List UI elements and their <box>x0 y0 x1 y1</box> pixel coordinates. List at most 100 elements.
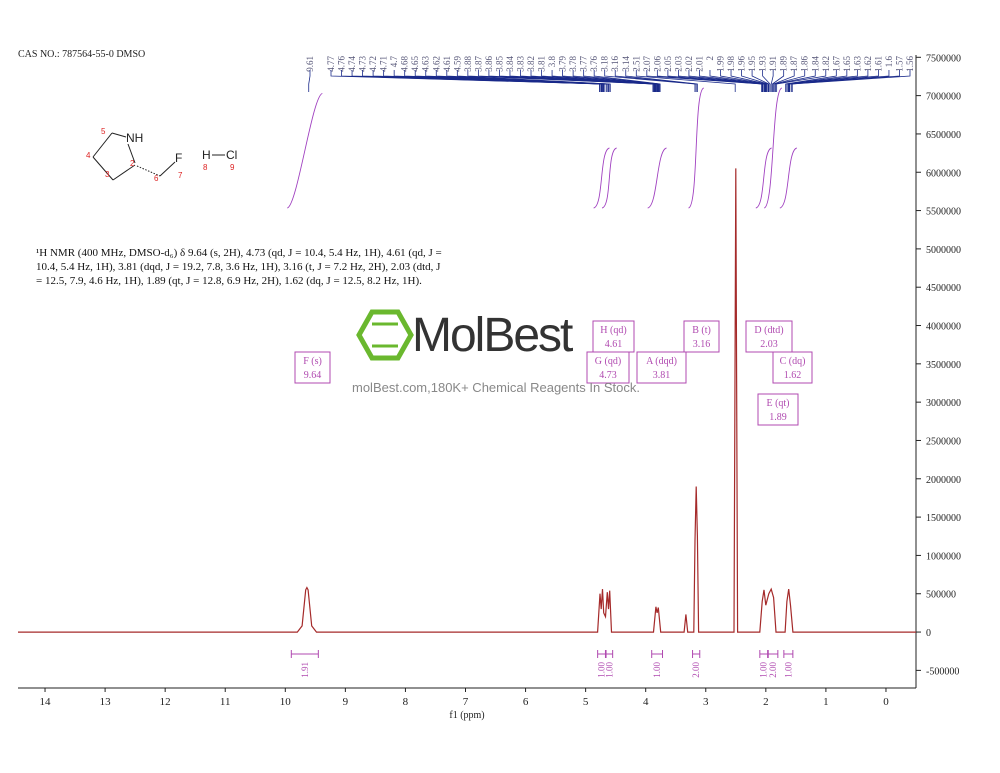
multiplet-shift: 1.89 <box>769 412 787 423</box>
locant: 6 <box>154 174 159 183</box>
peak-marker <box>583 70 660 92</box>
locant: 3 <box>105 170 110 179</box>
locant: 8 <box>203 163 208 172</box>
y-tick-label: 2000000 <box>926 475 961 486</box>
bond <box>111 132 127 138</box>
integral-label: 2.00 <box>768 662 778 678</box>
y-tick-label: 4500000 <box>926 283 961 294</box>
peak-label: 4.71 <box>379 56 389 72</box>
peak-marker <box>362 70 603 92</box>
peak-marker <box>635 70 736 92</box>
peak-label: 3.87 <box>473 56 483 72</box>
peak-label: 3.78 <box>568 56 578 72</box>
integral-label: 1.00 <box>783 662 793 678</box>
x-tick-label: 6 <box>523 696 529 708</box>
peak-marker <box>791 70 911 92</box>
peak-label: 9.61 <box>305 56 315 72</box>
multiplet-box <box>636 351 687 384</box>
peak-label: 3.14 <box>621 56 631 72</box>
peak-marker <box>788 70 869 92</box>
peak-label: 2.06 <box>652 56 662 72</box>
multiplet-box <box>683 320 720 353</box>
peak-marker <box>562 70 659 92</box>
y-tick-label: 500000 <box>926 590 956 601</box>
integral-curve <box>287 92 323 209</box>
spectrum <box>18 168 916 633</box>
multiplet-shift: 2.03 <box>760 339 778 350</box>
integral-range <box>290 650 319 658</box>
peak-label: 3.84 <box>505 56 515 72</box>
peak-label: 3.88 <box>463 56 473 72</box>
y-tick-label: 6500000 <box>926 130 961 141</box>
multiplet-box <box>745 320 793 353</box>
peak-label: 3.83 <box>515 56 525 72</box>
multiplet-label: D (dtd) <box>754 325 783 336</box>
multiplet-box <box>294 351 331 384</box>
integral-curve <box>593 147 610 209</box>
y-tick-label: 6000000 <box>926 168 961 179</box>
x-tick-label: 13 <box>100 696 112 708</box>
peak-label: 4.77 <box>326 56 336 72</box>
peak-label: 4.73 <box>358 56 368 72</box>
multiplet-label: B (t) <box>692 325 711 336</box>
peak-label: 1.62 <box>863 56 873 72</box>
integral-range <box>692 650 701 658</box>
peak-marker <box>770 70 774 92</box>
cas-label: CAS NO.: 787564-55-0 DMSO <box>18 49 146 60</box>
multiplet-shift: 9.64 <box>304 370 322 381</box>
multiplet-box <box>586 351 630 384</box>
peak-marker <box>788 70 879 92</box>
integral-range <box>783 650 794 658</box>
peak-marker <box>762 70 771 92</box>
peak-marker <box>709 70 767 92</box>
bond <box>112 164 136 181</box>
y-tick-label: 5500000 <box>926 207 961 218</box>
bond <box>92 156 114 181</box>
peak-marker <box>593 70 661 92</box>
peak-label: 1.82 <box>821 56 831 72</box>
peak-label: 2 <box>705 56 715 61</box>
peak-label: 3.18 <box>600 56 610 72</box>
watermark-tagline: molBest.com,180K+ Chemical Reagents In S… <box>352 380 640 395</box>
peak-label: 1.98 <box>726 56 736 72</box>
peak-label: 4.62 <box>431 56 441 72</box>
integral-range <box>597 650 606 658</box>
x-tick-label: 8 <box>403 696 409 708</box>
peak-label: 1.56 <box>905 56 915 72</box>
peak-marker <box>688 70 766 92</box>
x-tick-label: 9 <box>343 696 349 708</box>
bond <box>127 143 136 164</box>
integral-label: 1.91 <box>300 662 310 678</box>
x-tick-label: 1 <box>823 696 829 708</box>
integral-range <box>605 650 614 658</box>
multiplet-box <box>757 393 799 426</box>
peak-marker <box>720 70 767 92</box>
y-tick-label: 7500000 <box>926 53 961 64</box>
bond <box>136 165 161 177</box>
multiplet-box <box>772 351 813 384</box>
peak-label: 3.8 <box>547 56 557 68</box>
peak-label: 4.76 <box>337 56 347 72</box>
peak-label: 1.93 <box>758 56 768 72</box>
locant: 5 <box>101 127 106 136</box>
locant: 2 <box>130 159 135 168</box>
y-tick-label: 5000000 <box>926 245 961 256</box>
multiplet-label: G (qd) <box>595 356 621 367</box>
x-tick-label: 3 <box>703 696 709 708</box>
multiplet-shift: 4.61 <box>605 339 623 350</box>
peak-marker <box>541 70 658 92</box>
x-tick-label: 14 <box>40 696 52 708</box>
peak-label: 4.63 <box>421 56 431 72</box>
peak-marker <box>551 70 659 92</box>
peak-label: 3.85 <box>494 56 504 72</box>
integral-curve <box>647 147 667 209</box>
peak-label: 3.86 <box>484 56 494 72</box>
x-axis-label: f1 (ppm) <box>449 710 484 721</box>
locant: 4 <box>86 151 91 160</box>
peak-marker <box>678 70 765 92</box>
integral-label: 1.00 <box>597 662 607 678</box>
peak-label: 1.6 <box>884 56 894 68</box>
y-tick-label: -500000 <box>926 666 959 677</box>
locant: 7 <box>178 171 183 180</box>
